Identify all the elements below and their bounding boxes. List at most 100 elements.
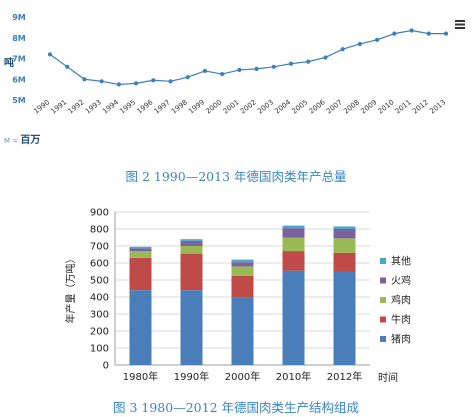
y-tick-label: 100 — [90, 344, 109, 355]
x-tick-label: 2012 — [411, 98, 430, 115]
y-tick-label: 400 — [90, 293, 109, 304]
data-point — [323, 55, 328, 60]
data-point — [151, 78, 156, 83]
bar-segment — [231, 266, 254, 276]
bar-segment — [231, 259, 254, 263]
series-line — [49, 29, 446, 86]
x-tick-label: 1998 — [170, 98, 189, 115]
bar-segment — [180, 290, 203, 365]
legend-label: 鸡肉 — [391, 294, 411, 307]
data-point — [99, 79, 104, 84]
x-tick-label: 1995 — [118, 98, 137, 115]
bar-segment — [129, 290, 152, 365]
bar-segment — [180, 246, 203, 254]
x-tick-label: 2006 — [308, 98, 327, 116]
y-tick-label: 200 — [90, 327, 109, 338]
y-tick-label: 6M — [12, 75, 26, 84]
x-tick-label: 1990 — [32, 98, 51, 115]
bar-segment — [282, 225, 305, 229]
bar-segment — [180, 239, 203, 241]
bar-segment — [282, 237, 305, 252]
x-tick-label: 2000年 — [225, 370, 260, 383]
y-tick-label: 900 — [90, 208, 109, 219]
bar-segment — [129, 257, 152, 291]
bar-segment — [129, 248, 152, 252]
x-tick-label: 2003 — [256, 98, 275, 115]
data-point — [47, 52, 53, 57]
data-point — [65, 64, 70, 69]
y-tick-label: 700 — [90, 242, 109, 253]
line-chart-meat-production: 5M6M7M8M9M吨19901991199219931994199519961… — [4, 13, 465, 146]
y-tick-label: 9M — [12, 13, 26, 22]
bar-segment — [282, 270, 305, 365]
bar-segment — [333, 271, 356, 365]
data-point — [116, 82, 121, 87]
bar-segment — [129, 251, 152, 258]
y-tick-label: 500 — [90, 276, 109, 287]
data-point — [202, 68, 208, 74]
x-tick-label: 1990年 — [174, 370, 209, 383]
legend-swatch — [380, 277, 386, 284]
legend-label: 牛肉 — [391, 313, 411, 326]
data-point — [340, 47, 345, 52]
legend-swatch — [380, 316, 386, 323]
y-axis-label: 吨 — [4, 56, 14, 69]
x-tick-label: 1997 — [153, 98, 172, 115]
data-point — [82, 77, 87, 82]
x-tick-label: 1991 — [49, 98, 68, 115]
bar-segment — [282, 228, 305, 238]
bar-segment — [333, 252, 356, 272]
x-tick-label: 2012年 — [327, 370, 362, 383]
bar-segment — [333, 226, 356, 229]
x-tick-label: 2010年 — [276, 370, 311, 383]
y-tick-label: 8M — [12, 34, 26, 43]
x-tick-label: 1994 — [101, 98, 120, 116]
legend-swatch — [380, 336, 386, 342]
data-point — [133, 81, 139, 86]
data-point — [375, 37, 380, 42]
x-tick-label: 2009 — [359, 98, 378, 115]
bar-segment — [231, 275, 254, 298]
menu-icon — [455, 20, 465, 29]
data-point — [306, 59, 311, 64]
x-tick-label: 1992 — [67, 98, 86, 115]
x-tick-label: 1993 — [84, 98, 103, 115]
y-tick-label: 7M — [12, 55, 26, 64]
bar-segment — [231, 297, 254, 365]
bar-segment — [180, 253, 203, 291]
legend-label: 火鸡 — [391, 274, 411, 287]
x-tick-label: 1980年 — [123, 370, 158, 383]
bar-segment — [129, 246, 152, 249]
figure-3-caption: 图 3 1980—2012 年德国肉类生产结构组成 — [113, 400, 359, 415]
bar-segment — [333, 238, 356, 253]
legend-label: 其他 — [391, 255, 411, 268]
data-point — [220, 71, 225, 77]
x-tick-label: 1996 — [136, 98, 155, 116]
x-tick-label: 2007 — [325, 98, 344, 115]
x-axis-label: 时间 — [378, 371, 398, 384]
x-tick-label: 2001 — [222, 98, 241, 115]
y-tick-label: 600 — [90, 259, 109, 270]
x-tick-label: 2004 — [273, 98, 292, 116]
y-tick-label: 300 — [90, 310, 109, 321]
data-point — [254, 66, 259, 71]
x-tick-label: 2008 — [342, 98, 361, 115]
y-tick-label: 5M — [12, 96, 26, 105]
legend-label: 猪肉 — [391, 333, 411, 346]
x-tick-label: 2011 — [394, 98, 413, 115]
data-point — [185, 75, 190, 80]
bar-segment — [231, 262, 254, 267]
unit-note: M = 百万 — [4, 134, 40, 146]
data-point — [168, 79, 173, 84]
data-point — [392, 31, 397, 36]
bar-segment — [180, 240, 203, 246]
x-tick-label: 2002 — [239, 98, 258, 115]
data-point — [357, 41, 363, 47]
legend-swatch — [380, 297, 386, 303]
legend-swatch — [380, 258, 386, 264]
y-axis-label: 年产量（万吨） — [64, 254, 77, 324]
figure-2-caption: 图 2 1990—2013 年德国肉类年产总量 — [125, 169, 347, 184]
data-point — [237, 67, 242, 73]
bar-segment — [333, 229, 356, 239]
y-tick-label: 0 — [103, 361, 109, 372]
